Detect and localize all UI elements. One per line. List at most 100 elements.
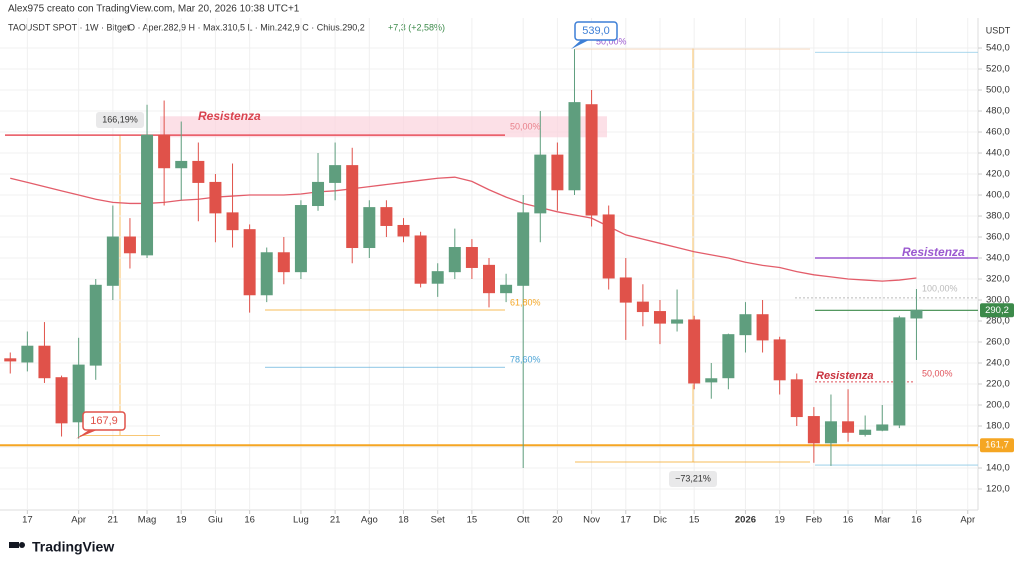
y-tick-label: 360,0 xyxy=(986,232,1010,243)
candle-body xyxy=(842,421,855,433)
y-tick-label: 260,0 xyxy=(986,337,1010,348)
y-tick-label: 500,0 xyxy=(986,85,1010,96)
x-tick-label: 18 xyxy=(398,515,409,526)
callout-pointer xyxy=(571,40,589,50)
candle-body xyxy=(158,134,171,169)
ohlc: O · Aper.282,9 H · Max.310,5 L · Min.242… xyxy=(128,22,365,32)
y-tick-label: 520,0 xyxy=(986,64,1010,75)
change: +7,3 (+2,58%) xyxy=(388,22,445,32)
y-tick-label: 420,0 xyxy=(986,169,1010,180)
candle-body xyxy=(602,214,615,279)
candle-body xyxy=(431,271,444,284)
x-tick-label: 19 xyxy=(176,515,187,526)
candle-body xyxy=(209,181,222,214)
candle-body xyxy=(619,277,632,303)
callout-box xyxy=(574,21,618,41)
candle-body xyxy=(4,358,17,362)
unit: USDT xyxy=(986,25,1011,35)
candle-body xyxy=(517,212,530,286)
x-tick-label: 19 xyxy=(774,515,785,526)
logo-mark xyxy=(9,542,19,548)
x-tick-label: 16 xyxy=(244,515,255,526)
candle-body xyxy=(824,421,837,444)
y-tick-label: 320,0 xyxy=(986,274,1010,285)
price-tag-label: 161,7 xyxy=(985,440,1009,451)
y-tick-label: 200,0 xyxy=(986,400,1010,411)
candle-body xyxy=(448,247,461,273)
x-tick-label: 2026 xyxy=(735,515,756,526)
candle-body xyxy=(500,284,513,294)
byline: Alex975 creato con TradingView.com, Mar … xyxy=(8,4,300,15)
x-tick-label: Dic xyxy=(653,515,667,526)
candle-body xyxy=(756,314,769,341)
candle-body xyxy=(807,416,820,444)
y-tick-label: 140,0 xyxy=(986,463,1010,474)
candle-body xyxy=(551,154,564,191)
candle-body xyxy=(910,309,923,319)
annotation-box xyxy=(96,112,144,128)
x-tick-label: Apr xyxy=(71,515,86,526)
brand: TradingView xyxy=(32,539,114,555)
chart-title: TAOUSDT SPOT · 1W · Bitget xyxy=(8,22,130,32)
y-tick-label: 540,0 xyxy=(986,43,1010,54)
logo: TradingView xyxy=(9,539,114,555)
y-tick-label: 380,0 xyxy=(986,211,1010,222)
moving-average xyxy=(10,176,917,282)
x-tick-label: 17 xyxy=(620,515,631,526)
candle-body xyxy=(175,160,188,169)
x-tick-label: 16 xyxy=(911,515,922,526)
y-tick-label: 480,0 xyxy=(986,106,1010,117)
candle-body xyxy=(671,319,684,324)
y-tick-label: 300,0 xyxy=(986,295,1010,306)
candle-body xyxy=(260,252,273,296)
candle-body xyxy=(89,284,102,366)
annotation: Resistenza xyxy=(902,245,965,259)
annotation: 50,00% xyxy=(510,121,541,131)
annotation: Resistenza xyxy=(198,109,261,123)
x-tick-label: 21 xyxy=(108,515,119,526)
x-tick-label: 15 xyxy=(689,515,700,526)
resistance-band xyxy=(160,116,607,138)
candle-body xyxy=(739,314,752,336)
candle-body xyxy=(636,301,649,313)
logo-mark xyxy=(19,542,25,548)
x-tick-label: Ott xyxy=(517,515,530,526)
candle-body xyxy=(380,207,393,226)
candle-body xyxy=(243,229,256,296)
candle-body xyxy=(688,319,701,384)
x-tick-label: Feb xyxy=(806,515,822,526)
y-tick-label: 340,0 xyxy=(986,253,1010,264)
candle-body xyxy=(859,429,872,435)
candle-body xyxy=(722,334,735,379)
y-tick-label: 460,0 xyxy=(986,127,1010,138)
x-tick-label: Giu xyxy=(208,515,223,526)
candle-body xyxy=(346,165,359,249)
candle-body xyxy=(534,154,547,214)
x-tick-label: Lug xyxy=(293,515,309,526)
y-tick-label: 180,0 xyxy=(986,421,1010,432)
annotation: 166,19% xyxy=(102,114,138,124)
x-tick-label: 16 xyxy=(843,515,854,526)
callout-box xyxy=(82,411,126,431)
candle-body xyxy=(192,160,205,183)
x-tick-label: 17 xyxy=(22,515,33,526)
x-tick-label: Set xyxy=(431,515,446,526)
x-tick-label: Mag xyxy=(138,515,156,526)
annotation: −73,21% xyxy=(675,473,711,483)
candle-body xyxy=(790,379,803,418)
candle-body xyxy=(329,165,342,183)
annotation: 50,00% xyxy=(922,368,953,378)
x-tick-label: 15 xyxy=(467,515,478,526)
candle-body xyxy=(38,345,51,379)
candle-body xyxy=(312,181,325,207)
y-tick-label: 400,0 xyxy=(986,190,1010,201)
price-tag xyxy=(980,438,1014,453)
candle-body xyxy=(893,317,906,426)
candle-body xyxy=(106,236,119,286)
annotation: 61,80% xyxy=(510,297,541,307)
price-tag-label: 290,2 xyxy=(985,305,1009,316)
y-tick-label: 440,0 xyxy=(986,148,1010,159)
y-tick-label: 280,0 xyxy=(986,316,1010,327)
x-tick-label: Nov xyxy=(583,515,600,526)
